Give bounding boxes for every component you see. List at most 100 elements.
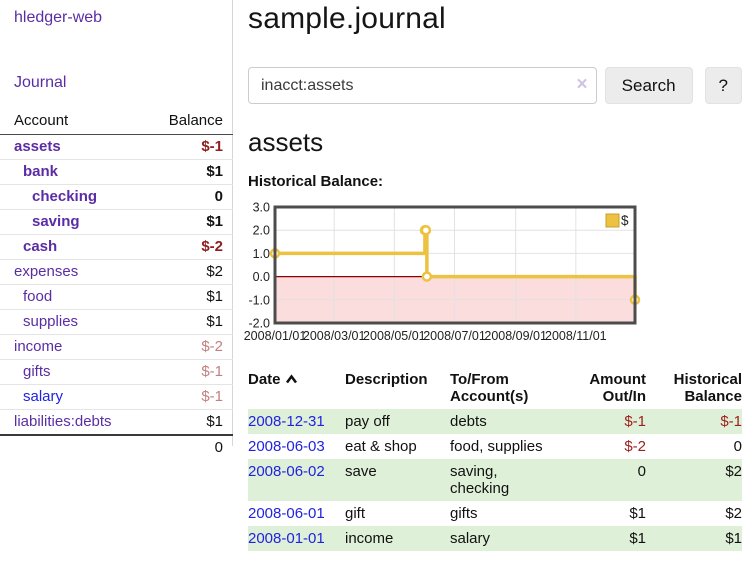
transaction-accounts: food, supplies [450,438,543,455]
app-brand-link[interactable]: hledger-web [14,9,103,26]
sidebar: hledger-web Journal Account Balance asse… [0,0,233,460]
transaction-description: gift [345,505,366,522]
transaction-description: pay off [345,413,390,430]
historical-balance-chart: $3.0 2.0 1.0 0.0 -1.0 -2.02008/01/012008/03/0… [244,201,641,343]
svg-text:-1.0: -1.0 [248,293,270,307]
clear-search-icon[interactable]: × [576,74,588,95]
sidebar-account-link[interactable]: liabilities:debts [14,413,112,430]
transaction-balance: $1 [725,530,742,547]
sidebar-account-link[interactable]: gifts [23,363,51,380]
account-row: supplies $1 [0,309,233,335]
register-header-description: Description [345,371,428,388]
register-table: Date Description To/From Account(s) Amou… [248,369,742,551]
register-tbody: 2008-12-31 pay off debts $-1 $-1 2008-06-03 ea… [248,409,742,551]
transaction-accounts: gifts [450,505,478,522]
svg-text:2008/09/01: 2008/09/01 [484,329,547,343]
svg-text:-2.0: -2.0 [248,317,270,331]
account-row: bank $1 [0,159,233,185]
svg-text:2008/11/01: 2008/11/01 [545,329,607,343]
sidebar-account-link[interactable]: food [23,288,53,305]
transaction-row: 2008-12-31 pay off debts $-1 $-1 [248,409,742,434]
account-balance: $1 [147,309,233,335]
accounts-table: Account Balance assets $-1 bank $1 checking 0… [0,108,233,460]
transaction-balance: 0 [733,438,742,455]
transaction-amount: $-1 [624,413,646,430]
accounts-header-balance: Balance [147,108,233,135]
account-balance: $1 [147,284,233,310]
svg-text:$: $ [621,213,629,228]
account-balance: $-1 [147,359,233,385]
sidebar-account-link[interactable]: bank [23,163,59,180]
svg-text:1.0: 1.0 [253,247,270,261]
transaction-accounts: salary [450,530,491,547]
transaction-accounts: debts [450,413,487,430]
transaction-date-link[interactable]: 2008-12-31 [248,413,325,430]
transaction-amount: 0 [637,463,646,480]
transaction-amount: $1 [629,530,646,547]
transaction-amount: $1 [629,505,646,522]
transaction-balance: $2 [725,463,742,480]
account-row: food $1 [0,284,233,310]
transaction-date-link[interactable]: 2008-06-03 [248,438,325,455]
register-header-balance: Historical Balance [673,371,742,405]
account-balance: $1 [147,159,233,185]
transaction-accounts: saving, checking [450,463,510,497]
transaction-row: 2008-06-03 eat & shop food, supplies $-2 0 [248,434,742,459]
sidebar-account-link[interactable]: cash [23,238,58,255]
account-row: checking 0 [0,184,233,210]
svg-text:2008/01/01: 2008/01/01 [244,329,307,343]
transaction-row: 2008-01-01 income salary $1 $1 [248,526,742,551]
account-row: expenses $2 [0,259,233,285]
help-button[interactable]: ? [704,67,742,104]
transaction-amount: $-2 [624,438,646,455]
search-input[interactable] [248,67,597,104]
account-balance: 0 [147,184,233,210]
accounts-total-row: 0 [0,434,233,460]
account-balance: $1 [147,409,233,435]
page-title: sample.journal [248,2,446,35]
sidebar-account-link[interactable]: income [14,338,63,355]
accounts-total-value: 0 [147,434,233,460]
transaction-row: 2008-06-02 save saving, checking 0 $2 [248,459,742,501]
account-row: gifts $-1 [0,359,233,385]
account-balance: $-1 [201,138,223,155]
transaction-date-link[interactable]: 2008-01-01 [248,530,325,547]
account-row: income $-2 [0,334,233,360]
transaction-row: 2008-06-01 gift gifts $1 $2 [248,501,742,526]
account-balance: $2 [147,259,233,285]
register-header-date[interactable]: Date [248,369,345,409]
transaction-date-link[interactable]: 2008-06-01 [248,505,325,522]
account-heading: assets [248,127,324,157]
chart-label: Historical Balance: [248,173,384,190]
transaction-description: income [345,530,394,547]
sidebar-account-link[interactable]: supplies [23,313,79,330]
account-balance: $-1 [147,384,233,410]
account-row: liabilities:debts $1 [0,409,233,435]
svg-text:2.0: 2.0 [253,224,270,238]
accounts-header-account: Account [0,108,148,135]
sidebar-account-link[interactable]: expenses [14,263,79,280]
sidebar-account-link[interactable]: checking [32,188,98,205]
svg-text:2008/07/01: 2008/07/01 [423,329,486,343]
accounts-tbody: assets $-1 bank $1 checking 0 saving $1 cash $-2 e… [0,135,233,435]
svg-text:0.0: 0.0 [253,270,270,284]
transaction-description: eat & shop [345,438,417,455]
transaction-description: save [345,463,377,480]
account-balance: $-2 [147,234,233,260]
main-content: sample.journal × Search ? assets Histori… [244,0,742,551]
account-row: assets $-1 [0,135,233,160]
account-balance: $-2 [147,334,233,360]
register-header-accounts: To/From Account(s) [450,371,529,405]
sidebar-account-link[interactable]: assets [14,138,61,155]
sidebar-account-link[interactable]: salary [23,388,64,405]
svg-text:2008/03/01: 2008/03/01 [303,329,366,343]
register-header-amount: Amount Out/In [589,371,646,405]
transaction-date-link[interactable]: 2008-06-02 [248,463,325,480]
sidebar-account-link[interactable]: saving [32,213,80,230]
search-button[interactable]: Search [604,67,693,104]
chevron-up-icon [285,374,297,384]
svg-text:2008/05/01: 2008/05/01 [363,329,426,343]
sidebar-item-journal[interactable]: Journal [14,74,67,91]
account-balance: $1 [147,209,233,235]
account-row: salary $-1 [0,384,233,410]
